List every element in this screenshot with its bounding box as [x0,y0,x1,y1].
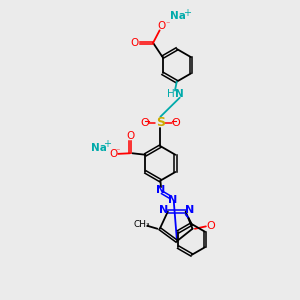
Text: O: O [207,221,215,231]
Text: N: N [156,184,165,194]
Text: Na: Na [91,143,107,153]
Text: Na: Na [169,11,185,20]
Text: H: H [167,89,175,99]
Text: N: N [185,205,194,215]
Text: O: O [109,149,117,159]
Text: +: + [103,139,111,149]
Text: N: N [175,89,184,99]
Text: ⁻: ⁻ [115,146,120,155]
Text: ⁻: ⁻ [165,20,169,28]
Text: CH₃: CH₃ [133,220,150,229]
Text: O: O [130,38,139,48]
Text: S: S [156,116,165,129]
Text: O: O [141,118,149,128]
Text: O: O [172,118,180,128]
Text: O: O [126,131,134,141]
Text: N: N [159,205,168,215]
Text: O: O [158,21,166,31]
Text: +: + [183,8,191,18]
Text: N: N [168,195,177,205]
